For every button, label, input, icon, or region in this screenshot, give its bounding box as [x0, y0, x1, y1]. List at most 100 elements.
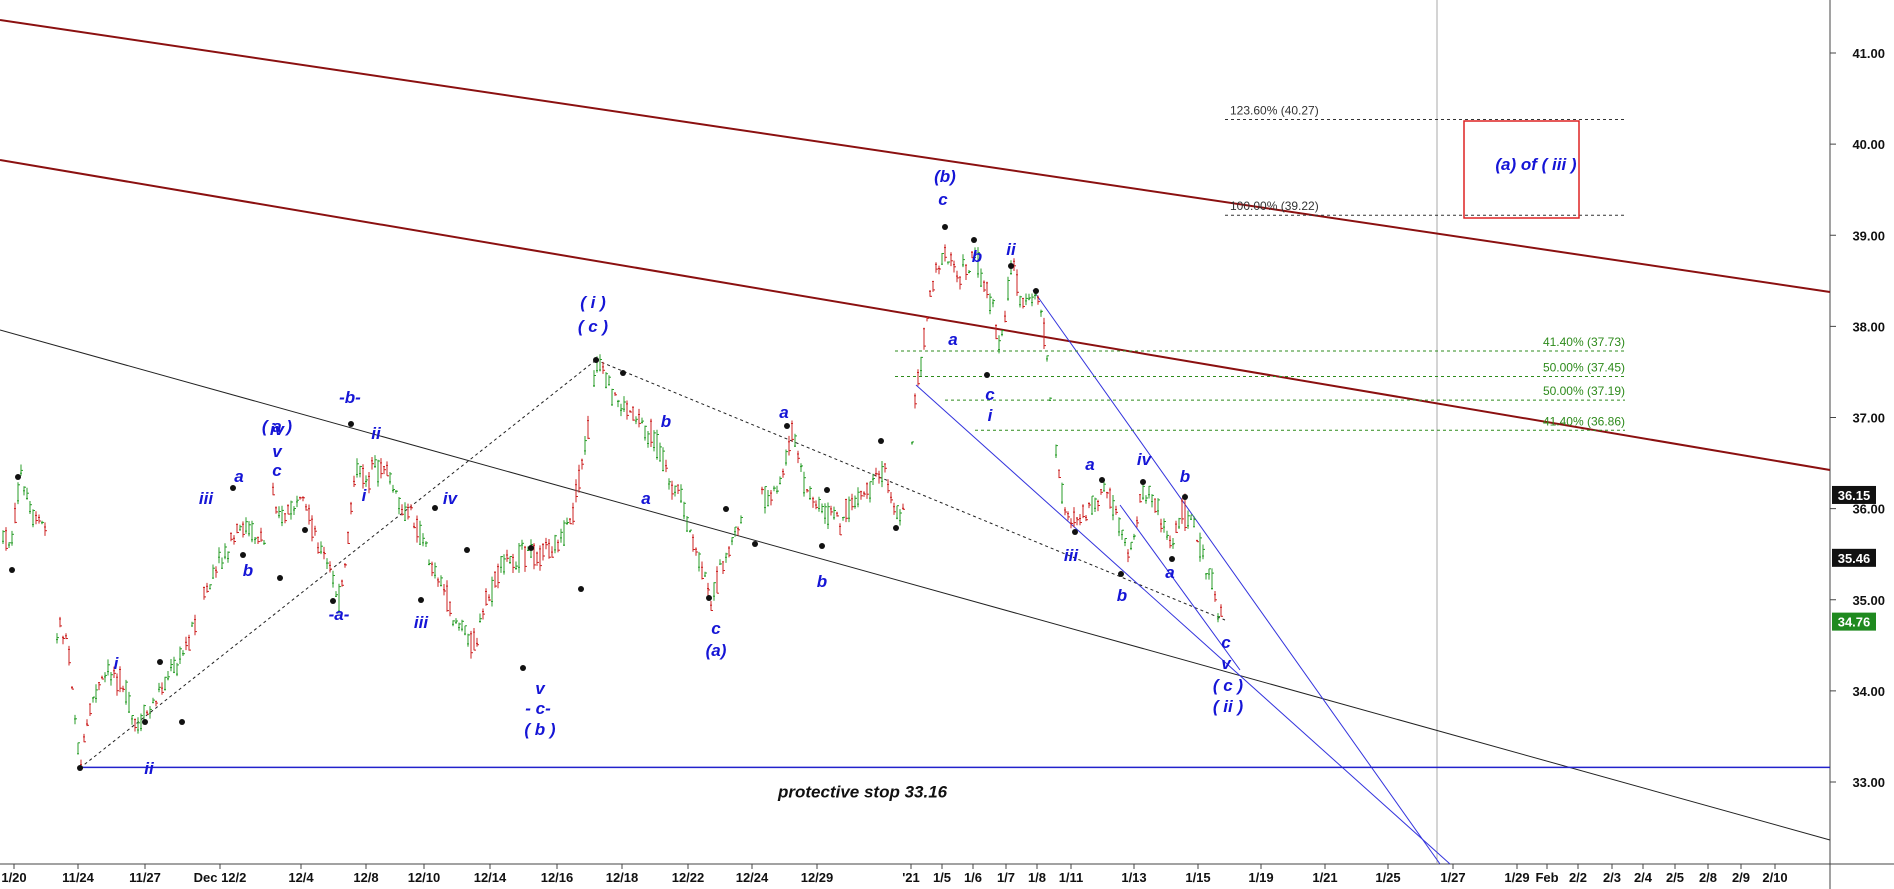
- pivot-dot: [1033, 288, 1039, 294]
- pivot-dot: [277, 575, 283, 581]
- wave-label: ( c ): [1213, 676, 1244, 695]
- price-tag-label: 34.76: [1838, 615, 1871, 630]
- x-tick-label: 1/27: [1440, 870, 1465, 885]
- pivot-dot: [984, 372, 990, 378]
- wave-label: i: [362, 486, 368, 505]
- pivot-dot: [1169, 556, 1175, 562]
- wave-label: v: [535, 679, 546, 698]
- x-tick-label: 12/24: [736, 870, 769, 885]
- y-tick-label: 38.00: [1852, 319, 1885, 334]
- pivot-dot: [971, 237, 977, 243]
- wave-label: a: [641, 489, 650, 508]
- x-tick-label: 12/29: [801, 870, 834, 885]
- pivot-dot: [723, 506, 729, 512]
- x-tick-label: 1/15: [1185, 870, 1210, 885]
- pivot-dot: [157, 659, 163, 665]
- fib-level-label: 41.40% (36.86): [1543, 414, 1625, 428]
- pivot-dot: [1072, 529, 1078, 535]
- pivot-dot: [348, 421, 354, 427]
- blue-wedge-line-3: [1119, 504, 1241, 671]
- x-tick-label: 1/20: [1, 870, 26, 885]
- fib-level-label: 41.40% (37.73): [1543, 335, 1625, 349]
- wave-label: iv: [270, 420, 286, 439]
- wave-label: b: [1117, 586, 1127, 605]
- channel-middle-line: [0, 159, 1831, 471]
- x-tick-label: 12/10: [408, 870, 441, 885]
- pivot-dot: [1140, 479, 1146, 485]
- wave-label: iv: [443, 489, 459, 508]
- pivot-dot: [819, 543, 825, 549]
- x-tick-label: 12/4: [288, 870, 314, 885]
- wave-label: ( i ): [580, 293, 606, 312]
- y-tick-label: 37.00: [1852, 411, 1885, 426]
- x-tick-label: 2/8: [1699, 870, 1717, 885]
- wave-label: -b-: [339, 388, 361, 407]
- wave-label: b: [817, 572, 827, 591]
- pivot-dot: [1118, 571, 1124, 577]
- x-tick-label: 1/6: [964, 870, 982, 885]
- target-box-label: (a) of ( iii ): [1495, 155, 1577, 174]
- wave-label: ii: [371, 424, 382, 443]
- wave-label: v: [272, 442, 283, 461]
- y-tick-label: 39.00: [1852, 228, 1885, 243]
- x-tick-label: 1/8: [1028, 870, 1046, 885]
- channel-upper-line: [0, 19, 1831, 293]
- pivot-dot: [1099, 477, 1105, 483]
- wave-label: iii: [414, 613, 429, 632]
- x-tick-label: 11/24: [62, 870, 95, 885]
- target-box: [1463, 120, 1580, 219]
- x-tick-label: 1/25: [1375, 870, 1400, 885]
- pivot-dot: [893, 525, 899, 531]
- x-tick-label: 12/8: [353, 870, 378, 885]
- wave-label: a: [1085, 455, 1094, 474]
- pivot-dot: [240, 552, 246, 558]
- wave-label: -a-: [329, 605, 350, 624]
- pivot-dot: [179, 719, 185, 725]
- pivot-dot: [752, 541, 758, 547]
- pivot-dot: [418, 597, 424, 603]
- pivot-dot: [464, 547, 470, 553]
- x-tick-label: 1/29: [1504, 870, 1529, 885]
- wave-label: ( b ): [524, 720, 555, 739]
- pivot-dot: [77, 765, 83, 771]
- pivot-dot: [15, 474, 21, 480]
- wave-label: c: [985, 385, 995, 404]
- wave-label: v: [1221, 654, 1232, 673]
- price-tag: [1832, 612, 1876, 631]
- pivot-dot: [9, 567, 15, 573]
- blue-wedge-line-1: [915, 384, 1451, 865]
- price-tag: [1832, 485, 1876, 504]
- wave-label: i: [988, 406, 994, 425]
- wave-label: iii: [1064, 546, 1079, 565]
- wave-label: a: [948, 330, 957, 349]
- wave-label: ii: [1006, 240, 1017, 259]
- wave-connector-1: [79, 359, 597, 769]
- pivot-dot: [784, 423, 790, 429]
- price-tag: [1832, 548, 1876, 567]
- x-tick-label: 1/13: [1121, 870, 1146, 885]
- y-tick-label: 40.00: [1852, 137, 1885, 152]
- wave-label: iv: [1137, 450, 1153, 469]
- y-tick-label: 34.00: [1852, 684, 1885, 699]
- wave-label: - c-: [525, 699, 551, 718]
- wave-label: c: [1221, 633, 1231, 652]
- wave-label: iii: [199, 489, 214, 508]
- wave-label: (a): [706, 641, 727, 660]
- blue-wedge-line-2: [1032, 289, 1441, 865]
- x-tick-label: Feb: [1535, 870, 1558, 885]
- wave-label: ( a ): [262, 417, 293, 436]
- pivot-dot: [230, 485, 236, 491]
- channel-lower-line: [0, 329, 1831, 841]
- x-tick-label: 2/10: [1762, 870, 1787, 885]
- y-tick-label: 35.00: [1852, 593, 1885, 608]
- x-tick-label: 12/16: [541, 870, 574, 885]
- x-tick-label: 2/3: [1603, 870, 1621, 885]
- wave-label: b: [243, 561, 253, 580]
- x-tick-label: 2/5: [1666, 870, 1684, 885]
- pivot-dot: [432, 505, 438, 511]
- wave-label: b: [661, 412, 671, 431]
- pivot-dot: [706, 595, 712, 601]
- pivot-dot: [620, 370, 626, 376]
- pivot-dot: [528, 545, 534, 551]
- pivot-dot: [942, 224, 948, 230]
